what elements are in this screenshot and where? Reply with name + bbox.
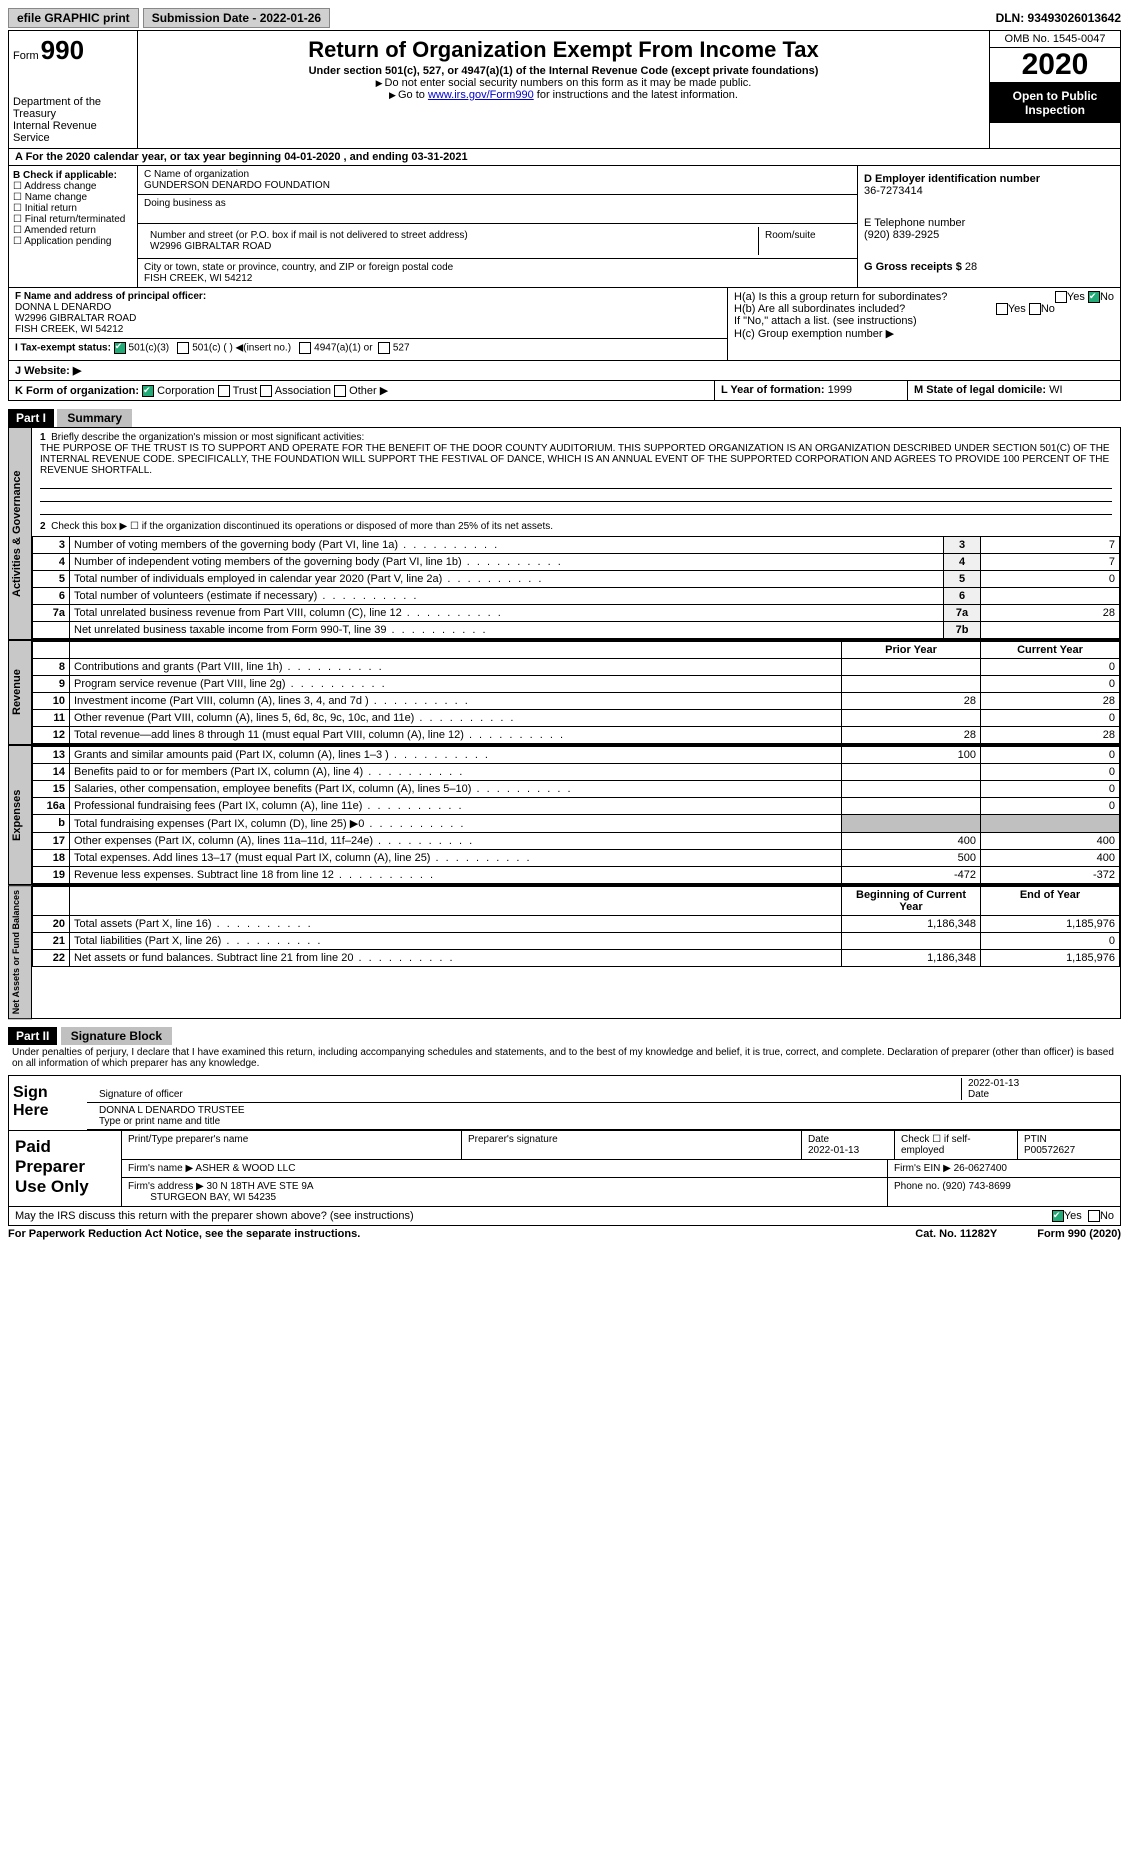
part1-hdr: Part I	[8, 409, 54, 427]
footer: For Paperwork Reduction Act Notice, see …	[8, 1228, 1121, 1240]
ein: 36-7273414	[864, 185, 923, 197]
table-revenue: Prior YearCurrent Year8Contributions and…	[32, 641, 1120, 744]
side-expenses: Expenses	[8, 745, 32, 885]
tax-year: 2020	[990, 48, 1120, 83]
irs: Internal Revenue Service	[13, 120, 133, 144]
side-netassets: Net Assets or Fund Balances	[8, 885, 32, 1019]
opt-initial[interactable]: ☐ Initial return	[13, 203, 133, 214]
officer-name: DONNA L DENARDO	[15, 302, 111, 313]
sign-block: Sign Here Signature of officer 2022-01-1…	[8, 1075, 1121, 1131]
mission-text: THE PURPOSE OF THE TRUST IS TO SUPPORT A…	[40, 443, 1110, 476]
cb-trust[interactable]	[218, 385, 230, 397]
cb-corp[interactable]	[142, 385, 154, 397]
ptin: P00572627	[1024, 1145, 1075, 1156]
omb: OMB No. 1545-0047	[990, 31, 1120, 48]
ha-no[interactable]	[1088, 291, 1100, 303]
firm-ein: 26-0627400	[954, 1163, 1007, 1174]
org-addr: W2996 GIBRALTAR ROAD	[150, 241, 752, 252]
discuss-row: May the IRS discuss this return with the…	[8, 1207, 1121, 1226]
sig-date: 2022-01-13	[968, 1078, 1019, 1089]
org-name: GUNDERSON DENARDO FOUNDATION	[144, 180, 851, 191]
table-activities: 3Number of voting members of the governi…	[32, 536, 1120, 639]
form-subtitle: Under section 501(c), 527, or 4947(a)(1)…	[146, 65, 981, 77]
officer-name-title: DONNA L DENARDO TRUSTEE	[99, 1105, 245, 1116]
firm-name: ASHER & WOOD LLC	[195, 1163, 295, 1174]
box-c: C Name of organization GUNDERSON DENARDO…	[138, 166, 858, 287]
hb-yes[interactable]	[996, 303, 1008, 315]
box-b: B Check if applicable: ☐ Address change …	[9, 166, 138, 287]
ha-yes[interactable]	[1055, 291, 1067, 303]
phone: (920) 839-2925	[864, 229, 939, 241]
gross-receipts: 28	[965, 261, 977, 273]
row-a: A For the 2020 calendar year, or tax yea…	[8, 149, 1121, 166]
hb-no[interactable]	[1029, 303, 1041, 315]
topbar: efile GRAPHIC print Submission Date - 20…	[8, 8, 1121, 28]
dln: DLN: 93493026013642	[996, 11, 1121, 25]
dept: Department of the Treasury	[13, 96, 133, 120]
year-formed: 1999	[828, 384, 852, 396]
opt-pending[interactable]: ☐ Application pending	[13, 236, 133, 247]
domicile: WI	[1049, 384, 1062, 396]
paid-preparer: Paid Preparer Use Only Print/Type prepar…	[8, 1131, 1121, 1207]
part2-hdr: Part II	[8, 1027, 57, 1045]
cb-501c[interactable]	[177, 342, 189, 354]
discuss-no[interactable]	[1088, 1210, 1100, 1222]
prep-date: 2022-01-13	[808, 1145, 859, 1156]
note-link: Go to www.irs.gov/Form990 for instructio…	[146, 89, 981, 101]
part2-title: Signature Block	[61, 1027, 172, 1045]
opt-address[interactable]: ☐ Address change	[13, 181, 133, 192]
side-revenue: Revenue	[8, 640, 32, 745]
cb-assoc[interactable]	[260, 385, 272, 397]
form-header: Form 990 Department of the Treasury Inte…	[8, 30, 1121, 149]
submission-date: Submission Date - 2022-01-26	[143, 8, 330, 28]
form-title: Return of Organization Exempt From Incom…	[146, 37, 981, 63]
discuss-yes[interactable]	[1052, 1210, 1064, 1222]
box-deg: D Employer identification number 36-7273…	[858, 166, 1120, 287]
note-ssn: Do not enter social security numbers on …	[146, 77, 981, 89]
row-j: J Website: ▶	[8, 361, 1121, 381]
opt-final[interactable]: ☐ Final return/terminated	[13, 214, 133, 225]
sign-here: Sign Here	[9, 1076, 87, 1130]
cb-527[interactable]	[378, 342, 390, 354]
row-klm: K Form of organization: Corporation Trus…	[8, 381, 1121, 401]
cb-501c3[interactable]	[114, 342, 126, 354]
open-public: Open to Public Inspection	[990, 83, 1120, 123]
table-expenses: 13Grants and similar amounts paid (Part …	[32, 746, 1120, 884]
info-grid: B Check if applicable: ☐ Address change …	[8, 166, 1121, 288]
opt-amended[interactable]: ☐ Amended return	[13, 225, 133, 236]
irs-link[interactable]: www.irs.gov/Form990	[428, 89, 534, 101]
efile-btn[interactable]: efile GRAPHIC print	[8, 8, 139, 28]
firm-addr1: 30 N 18TH AVE STE 9A	[207, 1181, 314, 1192]
firm-phone: (920) 743-8699	[942, 1181, 1010, 1192]
perjury-decl: Under penalties of perjury, I declare th…	[8, 1045, 1121, 1071]
side-activities: Activities & Governance	[8, 427, 32, 640]
org-city: FISH CREEK, WI 54212	[144, 273, 851, 284]
part1-title: Summary	[57, 409, 132, 427]
opt-name[interactable]: ☐ Name change	[13, 192, 133, 203]
form-number: Form 990	[13, 35, 133, 66]
cb-other[interactable]	[334, 385, 346, 397]
cb-4947[interactable]	[299, 342, 311, 354]
row-fh: F Name and address of principal officer:…	[8, 288, 1121, 361]
table-netassets: Beginning of Current YearEnd of Year20To…	[32, 886, 1120, 967]
